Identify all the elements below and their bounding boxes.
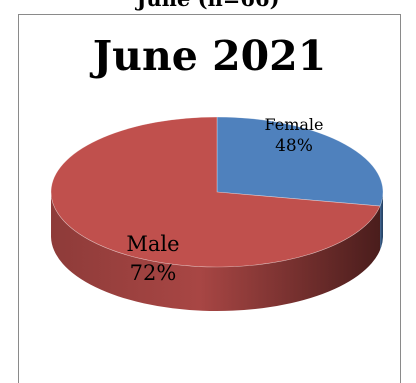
slice-percent-label: 48%: [275, 136, 313, 156]
pie-slice-female: [216, 116, 384, 207]
pie-side-female: [380, 192, 383, 251]
slice-name-label: Male: [126, 232, 179, 256]
pie-side-male: [51, 192, 381, 312]
slice-percent-label: 72%: [130, 261, 177, 285]
chart-title: June 2021: [92, 32, 327, 80]
chart-caption: June (n=66): [0, 0, 416, 11]
slice-name-label: Female: [265, 115, 324, 134]
pie-slice-male: [50, 116, 381, 268]
